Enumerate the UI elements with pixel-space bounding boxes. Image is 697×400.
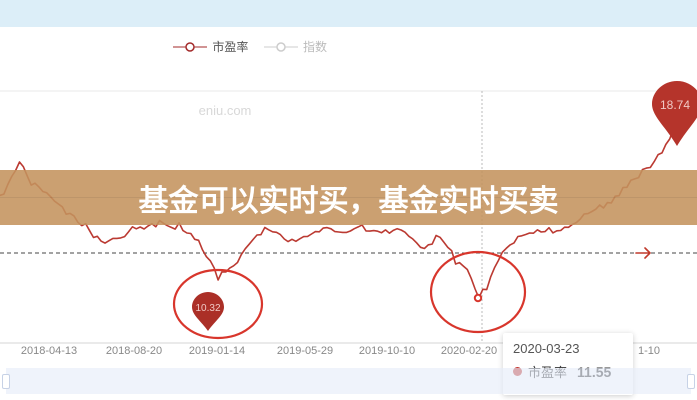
svg-text:18.74: 18.74 xyxy=(660,98,690,112)
svg-text:10.32: 10.32 xyxy=(195,303,220,314)
